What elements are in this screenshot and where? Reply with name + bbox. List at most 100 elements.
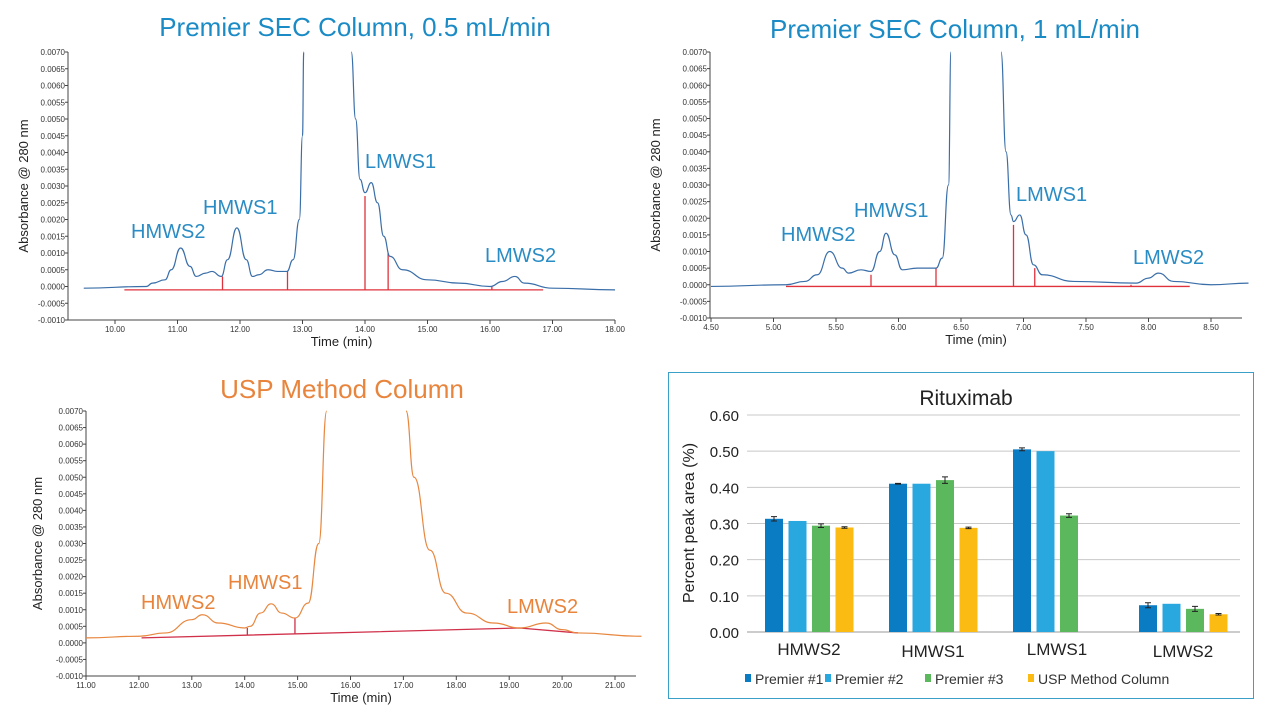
chart3-y-tick-label: -0.0005	[56, 655, 84, 664]
chart2-y-tick-label: 0.0070	[683, 48, 708, 57]
chart2-chromatogram-trace	[710, 51, 952, 288]
chart3-y-tick-label: -0.0010	[56, 672, 84, 681]
chart1-y-tick-label: 0.0040	[41, 149, 66, 158]
chart3-x-tick-label: 13.00	[182, 681, 203, 690]
legend-swatch-4	[1028, 674, 1034, 682]
chart1-x-tick-label: 18.00	[605, 325, 626, 334]
legend-swatch-2	[825, 674, 831, 682]
chart3-y-tick-label: 0.0025	[59, 556, 84, 565]
chart1-y-tick-label: 0.0050	[41, 115, 66, 124]
chart3-peak-label: HMWS2	[141, 592, 215, 614]
chart2-y-tick-label: 0.0040	[683, 148, 708, 157]
chart1-y-tick-label: 0.0065	[41, 65, 66, 74]
chart1-y-tick-label: 0.0070	[41, 48, 66, 57]
bar-chart-y-tick-label: 0.10	[710, 589, 739, 606]
chart2-y-tick-label: 0.0015	[683, 231, 708, 240]
chart2-x-axis-title: Time (min)	[945, 332, 1007, 347]
chart3-x-tick-label: 19.00	[499, 681, 520, 690]
chart2-peak-label: LMWS1	[1016, 184, 1087, 206]
chart3-x-tick-label: 20.00	[552, 681, 573, 690]
chart2-x-tick-label: 7.50	[1078, 323, 1094, 332]
chart1-peak-label: LMWS1	[365, 151, 436, 173]
chart1-x-tick-label: 13.00	[292, 325, 313, 334]
bar-hmws2-premier-3	[812, 525, 830, 632]
bar-lmws1-premier-3	[1060, 515, 1078, 632]
chart1-y-tick-label: 0.0000	[41, 283, 66, 292]
chart3-x-tick-label: 18.00	[446, 681, 467, 690]
bar-hmws1-premier-2	[912, 483, 931, 632]
bar-error-bar	[1215, 613, 1222, 616]
bar-error-bar	[942, 476, 948, 484]
chart2-y-tick-label: 0.0010	[683, 248, 708, 257]
chart2-x-tick-label: 8.00	[1141, 323, 1157, 332]
chart1-y-tick-label: 0.0010	[41, 249, 66, 258]
chart3-y-axis-title: Absorbance @ 280 nm	[30, 477, 45, 610]
legend-label-2: Premier #2	[835, 671, 904, 687]
chart1-y-axis-title: Absorbance @ 280 nm	[16, 119, 31, 252]
chart2-y-tick-label: -0.0005	[680, 297, 708, 306]
chart2-y-tick-label: 0.0045	[683, 131, 708, 140]
bar-lmws2-premier-1	[1139, 605, 1157, 632]
chart1-x-axis-title: Time (min)	[311, 334, 373, 349]
chart2-y-tick-label: 0.0055	[683, 98, 708, 107]
legend-swatch-1	[745, 674, 751, 682]
chart3-x-tick-label: 11.00	[76, 681, 96, 690]
bar-hmws2-usp-method-column	[835, 527, 854, 632]
chart1-x-tick-label: 11.00	[168, 325, 188, 334]
chart2-y-tick-label: 0.0060	[683, 81, 708, 90]
chart3-title: USP Method Column	[220, 374, 464, 404]
bar-error-bar	[771, 516, 777, 522]
chart2-y-tick-label: 0.0005	[683, 264, 708, 273]
chart2-x-tick-label: 6.50	[953, 323, 969, 332]
bar-chart-category-label: HMWS2	[777, 640, 840, 659]
bar-chart-y-tick-label: 0.00	[710, 625, 739, 642]
legend-label-4: USP Method Column	[1038, 671, 1169, 687]
chart3-y-tick-label: 0.0020	[59, 573, 84, 582]
chart1-y-tick-label: 0.0060	[41, 82, 66, 91]
chart1-y-tick-label: 0.0015	[41, 232, 66, 241]
chart1-y-tick-label: 0.0035	[41, 165, 66, 174]
bar-lmws1-premier-2	[1036, 451, 1055, 632]
chart1-y-tick-label: 0.0055	[41, 98, 66, 107]
chart1-x-tick-label: 17.00	[542, 325, 563, 334]
chart1-title: Premier SEC Column, 0.5 mL/min	[159, 12, 551, 42]
chart2-y-tick-label: 0.0035	[683, 164, 708, 173]
chart2-y-tick-label: 0.0030	[683, 181, 708, 190]
chart3-x-tick-label: 14.00	[235, 681, 256, 690]
bar-error-bar	[1192, 605, 1198, 612]
chart3-peak-label: LMWS2	[507, 596, 578, 618]
bar-error-bar	[818, 523, 824, 528]
bar-chart-frame	[668, 372, 1254, 699]
chart2-peak-label: LMWS2	[1133, 247, 1204, 269]
chart1-chromatogram-trace	[350, 51, 616, 291]
bar-chart-category-label: LMWS1	[1027, 640, 1087, 659]
chart3-peak-label: HMWS1	[228, 572, 302, 594]
bar-chart-y-tick-label: 0.20	[710, 553, 739, 570]
chart1-x-tick-label: 16.00	[480, 325, 501, 334]
bar-chart-category-label: HMWS1	[901, 642, 964, 661]
bar-chart-y-tick-label: 0.50	[710, 444, 739, 461]
chart2-x-tick-label: 6.00	[891, 323, 907, 332]
chart1-peak-label: LMWS2	[485, 245, 556, 267]
bar-hmws1-premier-3	[936, 480, 954, 632]
chart1-y-tick-label: 0.0030	[41, 182, 66, 191]
legend-label-3: Premier #3	[935, 671, 1004, 687]
bar-chart-title: Rituximab	[919, 387, 1012, 410]
chart1-x-tick-label: 10.00	[105, 325, 126, 334]
chart3-x-tick-label: 12.00	[129, 681, 150, 690]
bar-error-bar	[965, 526, 972, 530]
chart2-x-tick-label: 4.50	[703, 323, 719, 332]
chart2-y-tick-label: 0.0025	[683, 198, 708, 207]
bar-chart-y-tick-label: 0.40	[710, 480, 739, 497]
chart1-peak-label: HMWS1	[203, 197, 277, 219]
chart3-y-tick-label: 0.0015	[59, 589, 84, 598]
chart3-x-tick-label: 15.00	[288, 681, 309, 690]
chart2-title: Premier SEC Column, 1 mL/min	[770, 14, 1140, 44]
bar-error-bar	[841, 526, 848, 529]
chart1-y-tick-label: 0.0005	[41, 266, 66, 275]
legend-label-1: Premier #1	[755, 671, 824, 687]
bar-chart-y-tick-label: 0.60	[710, 408, 739, 425]
bar-chart-category-label: LMWS2	[1153, 642, 1213, 661]
chart2-x-tick-label: 7.00	[1016, 323, 1032, 332]
